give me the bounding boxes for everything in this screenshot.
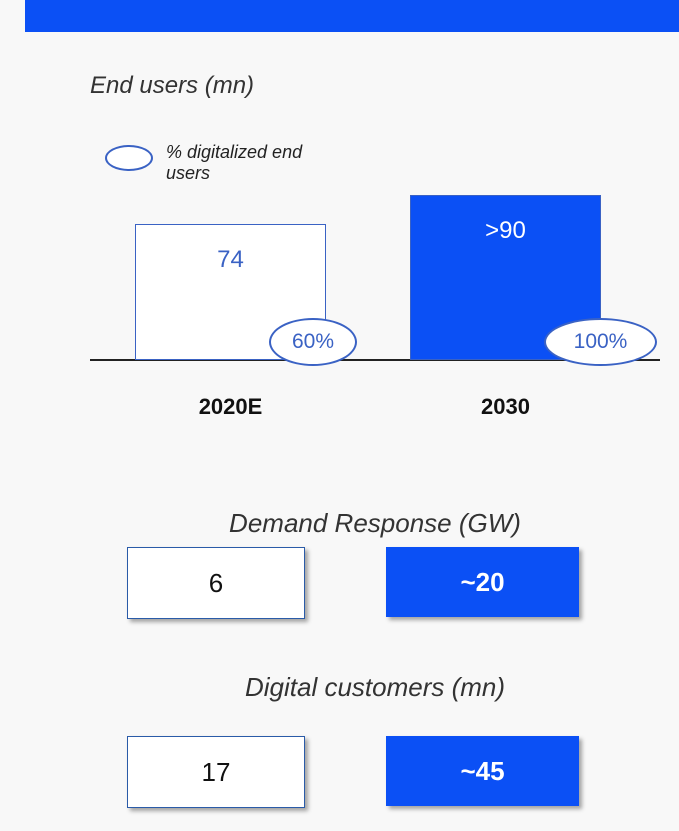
- digitalized-badge: 100%: [544, 318, 657, 366]
- value-box: ~20: [386, 547, 579, 617]
- value-box: 17: [127, 736, 305, 808]
- x-tick-label: 2030: [481, 394, 530, 419]
- legend-label: % digitalized end users: [166, 142, 303, 183]
- x-tick-label: 2020E: [198, 394, 263, 419]
- digitalized-badge: 60%: [269, 318, 357, 366]
- value-box: ~45: [386, 736, 579, 806]
- chart-title: End users (mn): [90, 72, 255, 99]
- value-label: 74: [217, 246, 244, 273]
- section-title: Demand Response (GW): [229, 508, 521, 538]
- legend-symbol: [105, 145, 153, 171]
- baseline: [90, 359, 660, 361]
- header-band: [25, 0, 679, 32]
- value-label: >90: [485, 216, 526, 244]
- section-title: Digital customers (mn): [244, 672, 506, 702]
- value-box: 6: [127, 547, 305, 619]
